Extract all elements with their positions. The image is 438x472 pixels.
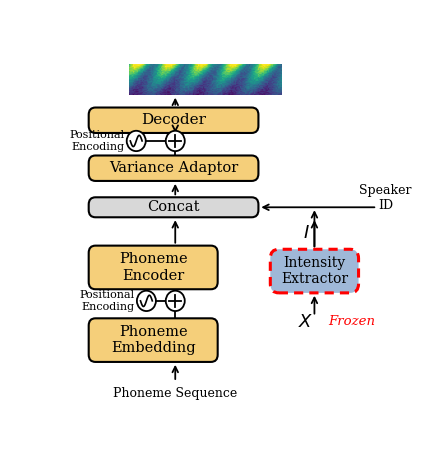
Text: $\boldsymbol{\mathit{I}}$: $\boldsymbol{\mathit{I}}$ bbox=[303, 224, 309, 242]
Text: Phoneme Sequence: Phoneme Sequence bbox=[113, 387, 237, 400]
Text: Intensity
Extractor: Intensity Extractor bbox=[281, 256, 348, 286]
FancyBboxPatch shape bbox=[88, 245, 218, 289]
FancyBboxPatch shape bbox=[88, 318, 218, 362]
Text: Speaker
ID: Speaker ID bbox=[360, 184, 412, 212]
Circle shape bbox=[137, 291, 156, 311]
Text: Decoder: Decoder bbox=[141, 113, 206, 127]
Circle shape bbox=[166, 291, 185, 311]
Text: Phoneme
Embedding: Phoneme Embedding bbox=[111, 325, 195, 355]
FancyBboxPatch shape bbox=[88, 108, 258, 133]
Text: Variance Adaptor: Variance Adaptor bbox=[109, 161, 238, 175]
Text: Frozen: Frozen bbox=[328, 315, 375, 329]
Text: Positional
Encoding: Positional Encoding bbox=[69, 130, 124, 152]
Text: $\boldsymbol{\mathit{X}}$: $\boldsymbol{\mathit{X}}$ bbox=[298, 313, 314, 331]
FancyBboxPatch shape bbox=[270, 249, 359, 293]
Text: Positional
Encoding: Positional Encoding bbox=[79, 290, 134, 312]
Circle shape bbox=[127, 131, 146, 151]
Text: Concat: Concat bbox=[147, 200, 200, 214]
FancyBboxPatch shape bbox=[88, 197, 258, 217]
FancyBboxPatch shape bbox=[88, 155, 258, 181]
Text: Phoneme
Encoder: Phoneme Encoder bbox=[119, 253, 187, 283]
Circle shape bbox=[166, 131, 185, 151]
